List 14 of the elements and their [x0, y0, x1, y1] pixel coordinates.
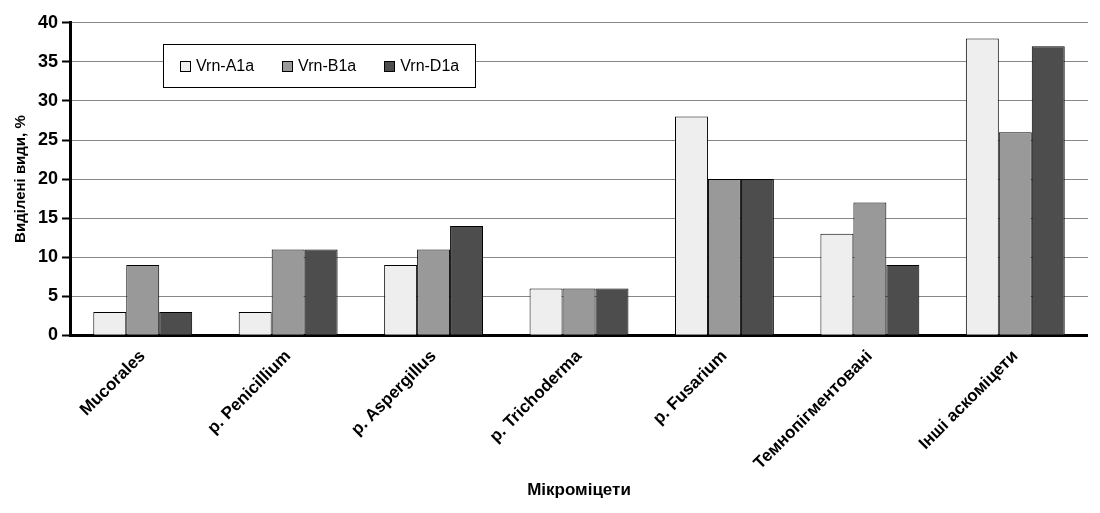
y-tick-label: 20: [37, 168, 59, 189]
legend-label: Vrn-A1a: [196, 57, 255, 75]
y-tick-label: 30: [37, 89, 59, 110]
x-axis-title: Мікроміцети: [527, 480, 631, 500]
y-axis-title: Виділені види, %: [11, 115, 29, 243]
y-tick-label: 15: [37, 207, 59, 228]
y-tick-label: 5: [48, 285, 59, 306]
legend-label: Vrn-D1a: [400, 57, 460, 75]
y-tick-label: 25: [37, 128, 59, 149]
y-tick-label: 35: [37, 50, 59, 71]
y-tick-label: 10: [37, 246, 59, 267]
legend-label: Vrn-B1a: [298, 57, 357, 75]
y-tick-label: 0: [48, 324, 59, 345]
y-tick-label: 40: [37, 11, 59, 32]
